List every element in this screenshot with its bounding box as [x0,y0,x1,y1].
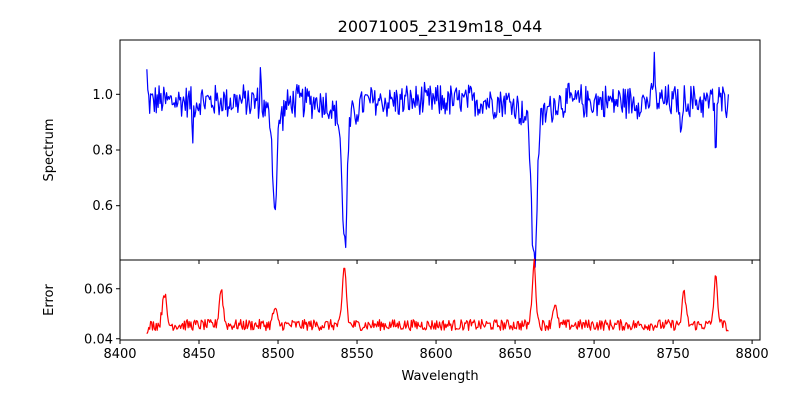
error-x-tick-label: 8450 [182,347,215,362]
spectrum-y-axis-label: Spectrum [42,119,57,182]
spectrum-series-line [146,51,729,268]
error-x-tick-label: 8500 [261,347,294,362]
error-series-line [146,258,729,335]
error-panel: 0.04 0.06 8400 8450 8500 8550 8600 8650 8700 875… [42,258,769,384]
error-x-tick-label: 8650 [499,347,532,362]
spectrum-y-tick-label: 0.6 [92,199,113,214]
error-x-tick-label: 8600 [420,347,453,362]
error-axes-frame [119,259,761,341]
error-y-ticks: 0.04 0.06 [84,282,120,347]
error-x-tick-label: 8700 [578,347,611,362]
error-x-ticks: 8400 8450 8500 8550 8600 8650 8700 8750 8800 [103,340,769,362]
error-x-tick-label: 8400 [103,347,136,362]
error-y-tick-label: 0.06 [84,282,113,297]
spectrum-y-tick-label: 1.0 [92,88,113,103]
spectrum-y-ticks: 0.6 0.8 1.0 [92,88,120,214]
spectrum-y-tick-label: 0.8 [92,144,113,159]
error-y-tick-label: 0.04 [84,332,113,347]
chart-title: 20071005_2319m18_044 [338,17,543,37]
x-axis-label: Wavelength [401,369,478,384]
error-x-tick-label: 8800 [736,347,769,362]
error-x-tick-label: 8550 [340,347,373,362]
error-x-tick-label: 8750 [657,347,690,362]
error-y-axis-label: Error [42,284,57,316]
